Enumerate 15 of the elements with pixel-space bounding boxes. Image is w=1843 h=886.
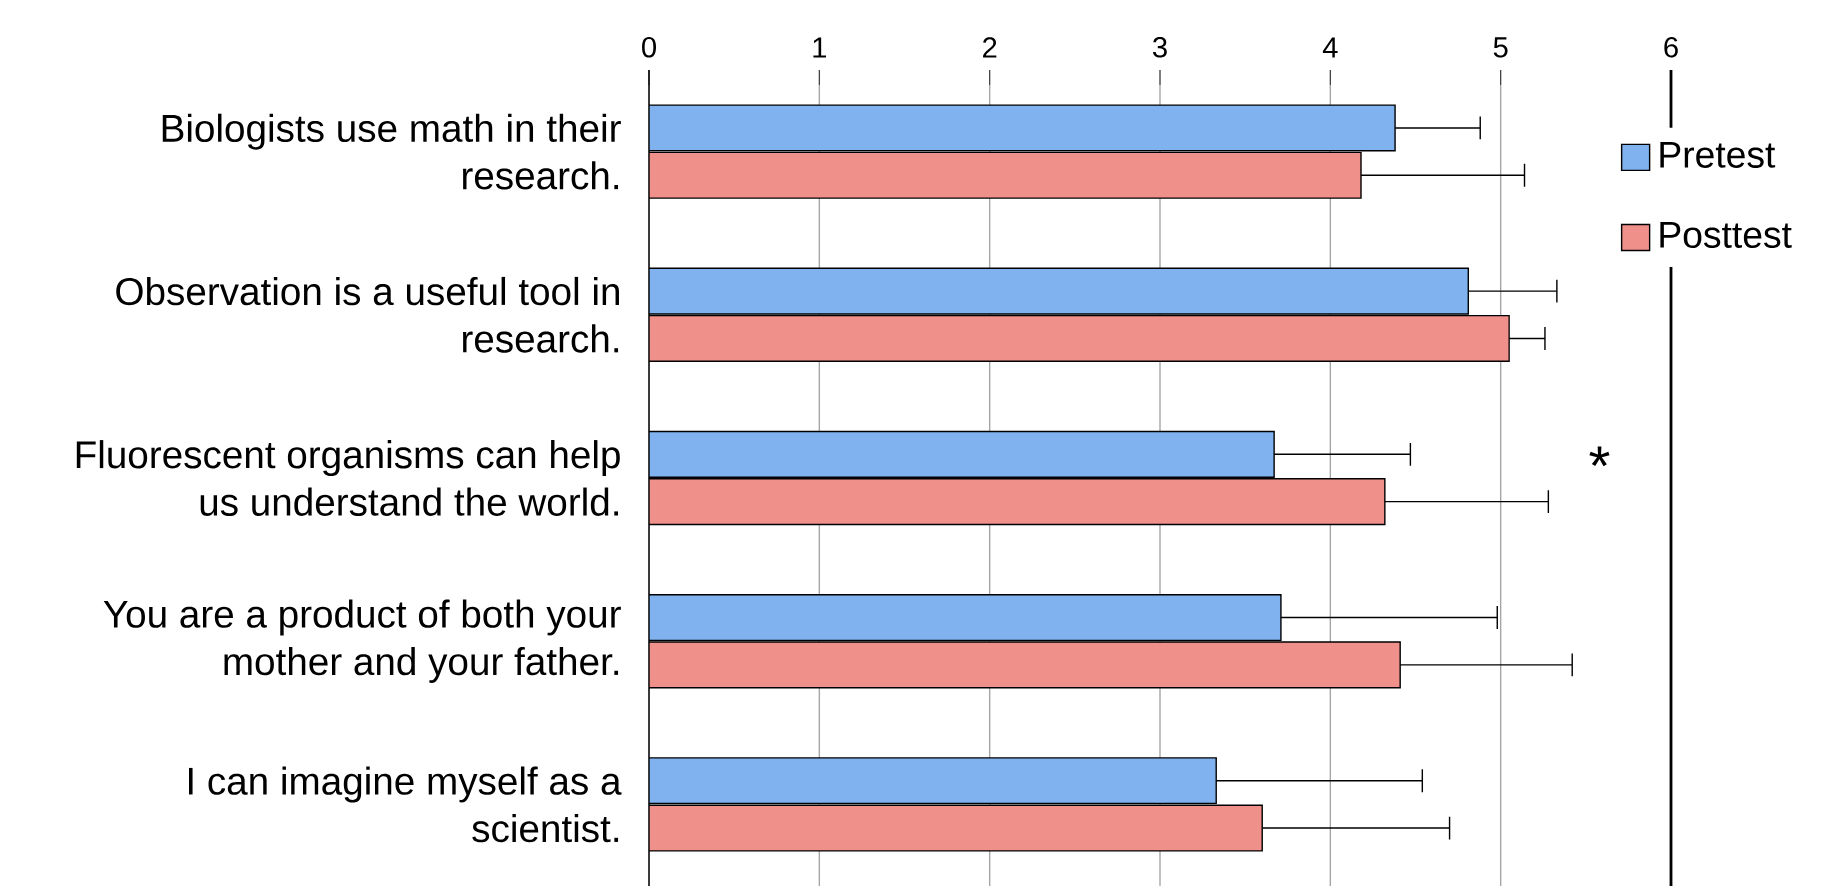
y-tick-label: Biologists use math in their research. (162, 113, 621, 190)
y-tick-label: Observation is a useful tool in research. (116, 276, 619, 353)
x-tick-label: 1 (813, 37, 827, 58)
annotation: * (1589, 446, 1610, 467)
y-tick-label: I can imagine myself as a scientist. (188, 766, 622, 843)
x-tick-label: 2 (983, 37, 997, 58)
x-tick-label: 4 (1322, 37, 1338, 58)
y-tick-label: Fluorescent organisms can help us understand the world. (76, 440, 620, 516)
x-tick-label: 5 (1493, 37, 1508, 58)
x-tick-label: 3 (1153, 36, 1167, 58)
legend-label: Posttest (1660, 221, 1792, 249)
legend-label: Pretest (1660, 141, 1776, 168)
y-tick-label: You are a product of both your mother and your father. (103, 599, 621, 683)
x-tick-label: 0 (642, 36, 656, 58)
x-tick-label: 6 (1664, 36, 1678, 58)
